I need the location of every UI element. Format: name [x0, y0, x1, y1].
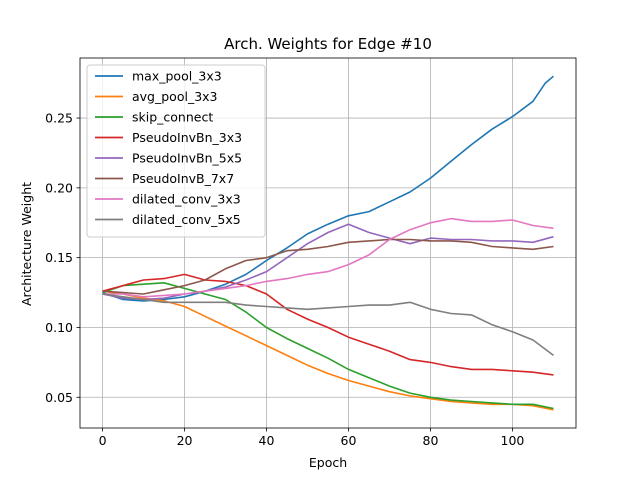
series-line-PseudoInvB_7x7 [102, 238, 554, 295]
x-tick-label: 60 [341, 433, 357, 448]
chart-title: Arch. Weights for Edge #10 [224, 35, 432, 53]
series-line-dilated_conv_3x3 [102, 217, 554, 298]
plot-area-frame [79, 57, 577, 429]
legend-label: dilated_conv_5x5 [132, 212, 241, 227]
x-tick-label: 100 [501, 433, 525, 448]
series-lines [102, 75, 555, 411]
grid [80, 58, 576, 428]
legend-box [86, 64, 266, 238]
y-tick-label: 0.25 [45, 111, 73, 126]
legend-label: max_pool_3x3 [132, 69, 222, 84]
legend-label: skip_connect [132, 110, 213, 125]
y-tick-label: 0.10 [45, 320, 73, 335]
series-line-dilated_conv_5x5 [102, 293, 554, 357]
legend-label: PseudoInvBn_3x3 [132, 130, 242, 145]
x-tick-label: 0 [99, 433, 107, 448]
axis-ticks: 0 20 40 60 80 100 0.05 0.10 0.15 0.20 0.25 [45, 111, 524, 448]
legend: max_pool_3x3 avg_pool_3x3 skip_connect Pseu… [86, 64, 266, 238]
series-line-max_pool_3x3 [102, 75, 555, 302]
y-tick-label: 0.05 [45, 390, 73, 405]
x-tick-label: 40 [259, 433, 275, 448]
legend-label: avg_pool_3x3 [132, 89, 218, 104]
y-tick-label: 0.15 [45, 250, 73, 265]
y-axis-label: Architecture Weight [19, 182, 34, 306]
legend-label: PseudoInvB_7x7 [132, 171, 234, 186]
y-tick-label: 0.20 [45, 180, 73, 195]
series-line-PseudoInvBn_3x3 [102, 273, 554, 376]
x-tick-label: 80 [423, 433, 439, 448]
legend-label: dilated_conv_3x3 [132, 192, 241, 207]
x-tick-label: 20 [177, 433, 193, 448]
series-line-avg_pool_3x3 [102, 290, 554, 411]
series-line-PseudoInvBn_5x5 [102, 223, 554, 301]
legend-label: PseudoInvBn_5x5 [132, 151, 242, 166]
x-axis-label: Epoch [309, 455, 347, 470]
